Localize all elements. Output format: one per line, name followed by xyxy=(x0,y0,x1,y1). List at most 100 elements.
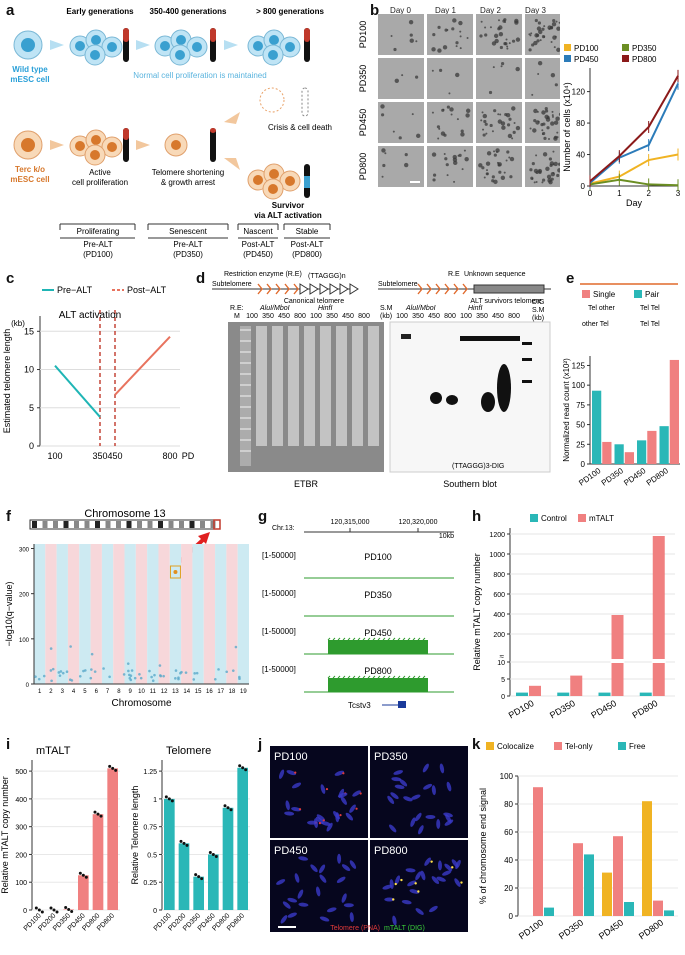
chromosome-shape xyxy=(403,796,413,802)
panel-label-h: h xyxy=(472,508,482,525)
x-tick-label: 1 xyxy=(617,189,622,198)
replicate-dot xyxy=(182,841,186,845)
cell-dot xyxy=(394,78,399,83)
y-tick-label: 40 xyxy=(576,151,585,160)
cell-dot xyxy=(452,18,457,23)
cell-dot xyxy=(380,113,385,117)
bar-mtalt xyxy=(611,615,624,696)
region-highlight xyxy=(213,519,221,530)
re-site-icon xyxy=(257,283,263,295)
legend-label: Tel-only xyxy=(565,742,593,751)
cell-dot xyxy=(535,154,538,157)
re-site-icon xyxy=(275,283,281,295)
y-tick-label: 1 xyxy=(153,797,157,804)
svg-text:Survivor: Survivor xyxy=(272,201,304,210)
data-point xyxy=(177,676,180,679)
chromosome-shape xyxy=(436,876,446,882)
replicate-dot xyxy=(244,768,248,772)
cell-dot xyxy=(551,21,557,27)
cell-dot xyxy=(444,157,448,161)
track-name: PD450 xyxy=(364,628,392,638)
cell-dot xyxy=(508,156,511,159)
y-tick-label: 80 xyxy=(576,119,585,128)
legend-sub: Tel other xyxy=(588,305,616,312)
x-tick-label: 100 xyxy=(47,451,62,461)
cell-dot xyxy=(550,121,555,126)
cell-dot xyxy=(501,125,506,130)
bar xyxy=(178,843,190,910)
data-point xyxy=(139,676,143,680)
y-tick-label: 0 xyxy=(581,182,586,191)
bar-colocalize xyxy=(602,872,612,916)
cell-dot xyxy=(552,150,555,153)
x-tick-label: PD450 xyxy=(589,698,618,720)
cell-dot xyxy=(415,40,418,43)
replicate-dot xyxy=(200,877,204,881)
y-tick-label: 0 xyxy=(581,460,586,469)
cell-dot xyxy=(537,120,540,123)
cell-dot xyxy=(411,113,414,116)
chromosome-shape xyxy=(411,794,421,800)
x-tick-label: PD350 xyxy=(600,466,626,488)
svg-text:(kb): (kb) xyxy=(380,313,392,320)
legend-swatch xyxy=(564,44,571,51)
chromosome-shape xyxy=(414,812,422,822)
track-name: PD100 xyxy=(364,552,392,562)
cell-dot xyxy=(515,125,521,131)
y-tick-label: 200 xyxy=(15,852,27,859)
chromosome-shape xyxy=(287,912,297,918)
chromosome-band xyxy=(215,544,227,684)
data-point xyxy=(50,679,53,683)
re2-label: R.E xyxy=(448,271,460,278)
y-tick-label: 125 xyxy=(572,361,586,370)
legend-label: PD100 xyxy=(574,44,599,53)
cell-dot xyxy=(480,20,483,23)
chromosome-shape xyxy=(352,790,362,797)
chromosome-band xyxy=(34,544,46,684)
cell-dot xyxy=(558,21,560,24)
canonical-label: Canonical telomere xyxy=(284,298,344,305)
legend-label: mTALT xyxy=(589,514,614,523)
cell-dot xyxy=(493,33,499,39)
southern-blot xyxy=(389,321,551,473)
bar-mtalt xyxy=(652,536,665,696)
cell-dot xyxy=(493,153,497,157)
x-tick-label: PD450 xyxy=(622,466,648,488)
chromosome-shape xyxy=(399,779,408,787)
fish-label: PD100 xyxy=(274,751,308,763)
chromosome-shape xyxy=(401,899,412,905)
chromosome-shape xyxy=(420,870,426,881)
legend-swatch xyxy=(564,55,571,62)
lane-label: 800 xyxy=(444,313,456,320)
cell-dot xyxy=(544,109,549,113)
data-point xyxy=(151,679,155,683)
chromosome-shape xyxy=(326,907,337,913)
data-point xyxy=(193,672,196,675)
chromosome-shape xyxy=(418,825,424,835)
data-point xyxy=(184,671,188,674)
cell-dot xyxy=(453,180,456,183)
cell-dot xyxy=(486,172,489,175)
cell-dot xyxy=(415,75,419,79)
chromosome-shape xyxy=(310,864,318,873)
bar-mtalt xyxy=(570,675,583,696)
lane-label: 350 xyxy=(262,313,274,320)
cell-dot xyxy=(499,113,502,116)
y-tick-label: 0.25 xyxy=(143,880,157,887)
replicate-dot xyxy=(67,907,71,911)
cell-dot xyxy=(543,136,547,140)
legend-sub: Tel Tel xyxy=(640,305,660,312)
cell-dot xyxy=(458,153,462,157)
bar xyxy=(78,875,89,910)
x-tick-label: PD800 xyxy=(637,917,665,941)
bar-mtalt xyxy=(529,685,541,696)
chromosome-shape xyxy=(337,792,348,798)
chromosome-shape xyxy=(294,873,300,883)
chromosome-shape xyxy=(286,770,297,776)
y-tick-label: 100 xyxy=(572,381,586,390)
svg-text:Terc k/o: Terc k/o xyxy=(15,165,45,174)
replicate-dot xyxy=(64,905,68,909)
cell-dot xyxy=(481,166,485,170)
x-tick-label: 18 xyxy=(229,689,236,695)
cell-dot xyxy=(529,34,532,37)
